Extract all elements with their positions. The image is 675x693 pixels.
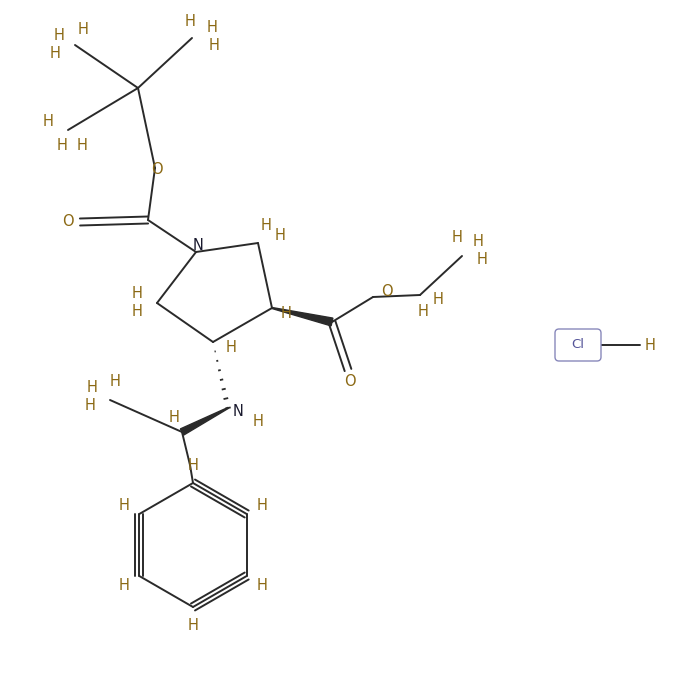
Text: H: H xyxy=(118,577,129,593)
Text: H: H xyxy=(252,414,263,430)
Text: H: H xyxy=(84,398,95,414)
Text: H: H xyxy=(477,252,487,267)
Text: H: H xyxy=(188,617,198,633)
Text: H: H xyxy=(53,28,64,42)
Text: N: N xyxy=(233,403,244,419)
Text: Cl: Cl xyxy=(572,338,585,351)
FancyBboxPatch shape xyxy=(555,329,601,361)
Text: H: H xyxy=(452,231,462,245)
Text: H: H xyxy=(49,46,61,60)
Text: H: H xyxy=(257,577,268,593)
Polygon shape xyxy=(272,308,333,326)
Text: H: H xyxy=(109,374,120,389)
Text: H: H xyxy=(169,410,180,426)
Text: H: H xyxy=(118,498,129,513)
Text: H: H xyxy=(188,457,198,473)
Text: H: H xyxy=(261,218,271,232)
Text: H: H xyxy=(645,337,655,353)
Text: O: O xyxy=(62,215,74,229)
Text: H: H xyxy=(132,286,142,301)
Text: H: H xyxy=(57,139,68,154)
Text: H: H xyxy=(43,114,53,130)
Text: H: H xyxy=(184,15,196,30)
Text: H: H xyxy=(418,304,429,319)
Text: O: O xyxy=(381,285,393,299)
Text: H: H xyxy=(209,39,219,53)
Text: H: H xyxy=(86,380,97,396)
Text: H: H xyxy=(281,306,292,322)
Text: H: H xyxy=(472,234,483,249)
Text: N: N xyxy=(192,238,203,254)
Text: H: H xyxy=(76,139,88,154)
Text: H: H xyxy=(207,21,217,35)
Text: O: O xyxy=(151,162,163,177)
Polygon shape xyxy=(180,407,228,435)
Text: H: H xyxy=(433,292,443,308)
Text: H: H xyxy=(78,21,88,37)
Text: H: H xyxy=(275,227,286,243)
Text: H: H xyxy=(225,340,236,356)
Text: H: H xyxy=(132,304,142,319)
Text: H: H xyxy=(257,498,268,513)
Text: O: O xyxy=(344,374,356,389)
